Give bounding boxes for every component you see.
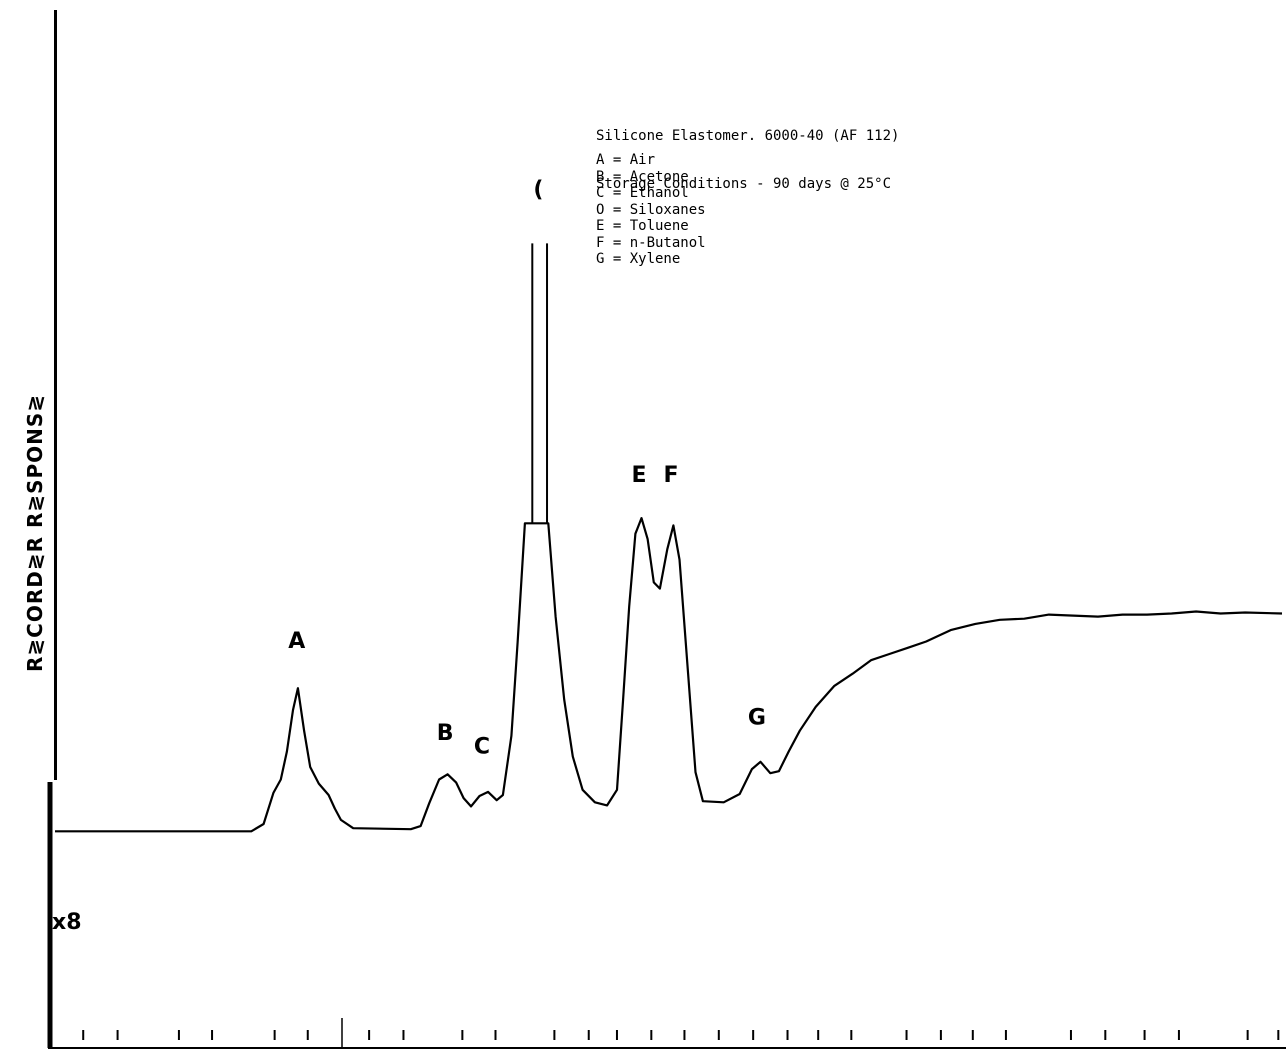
- legend-entry: A = Air: [596, 152, 656, 168]
- info-line-1: Silicone Elastomer. 6000-40 (AF 112): [596, 128, 900, 144]
- chart-info: Silicone Elastomer. 6000-40 (AF 112) Sto…: [596, 96, 899, 208]
- attenuation-label: x8: [52, 910, 82, 935]
- peak-label: (: [533, 178, 543, 203]
- peak-label: F: [663, 463, 678, 488]
- peak-label: A: [288, 629, 305, 654]
- info-line-2: Storage Conditions - 90 days @ 25°C: [596, 176, 892, 192]
- legend-entry: C = Ethanol: [596, 185, 689, 201]
- legend-entry: F = n-Butanol: [596, 234, 706, 251]
- peak-label: C: [474, 735, 490, 760]
- peak-label: G: [748, 705, 766, 730]
- chromatogram-trace: [55, 516, 1283, 833]
- peak-label: B: [437, 721, 454, 746]
- legend-entry: O = Siloxanes: [596, 201, 706, 218]
- peak-label: E: [632, 463, 647, 488]
- legend-entry: B = Acetone: [596, 168, 689, 185]
- legend: A = Air B = Acetone C = Ethanol O = Silo…: [596, 152, 706, 268]
- legend-entry: G = Xylene: [596, 251, 681, 267]
- y-axis-label: R≷CORD≷R R≷SPONS≷: [23, 393, 47, 672]
- legend-entry: E = Toluene: [596, 218, 689, 234]
